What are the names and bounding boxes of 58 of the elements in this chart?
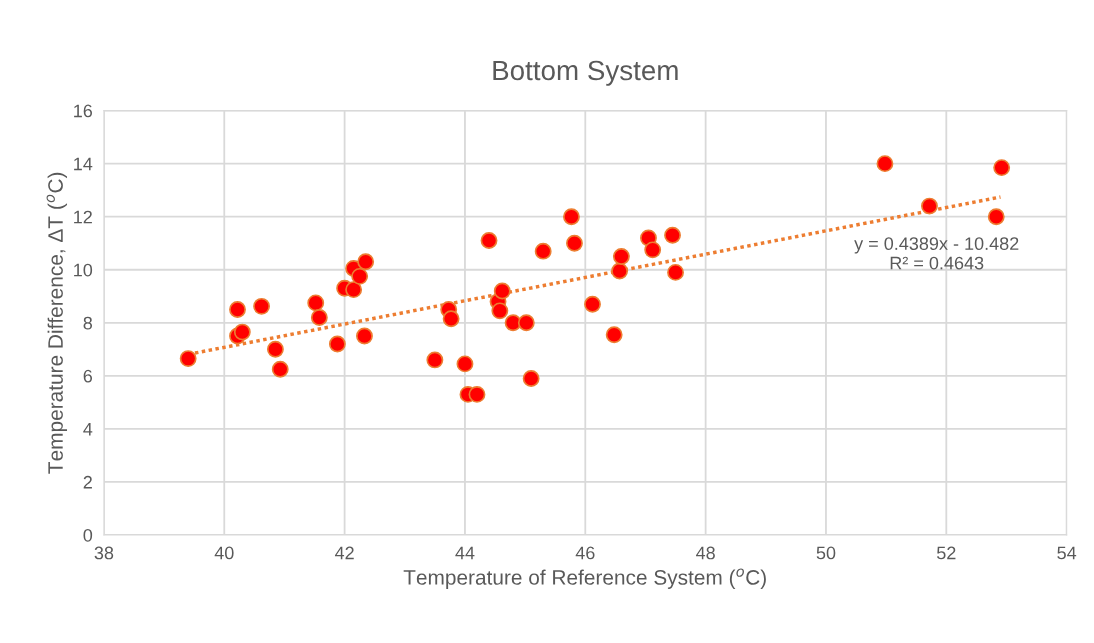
point bbox=[179, 350, 197, 368]
point bbox=[307, 294, 325, 312]
point bbox=[534, 242, 552, 260]
x-tick-label: 38 bbox=[94, 546, 114, 560]
point bbox=[522, 370, 540, 387]
point bbox=[426, 351, 444, 369]
point bbox=[493, 282, 511, 300]
y-tick-label: 12 bbox=[74, 210, 92, 224]
annotation: y = 0.4389x - 10.482 R² = 0.4643 bbox=[854, 237, 1019, 270]
x-tick-label: 46 bbox=[575, 546, 595, 560]
y-tick-label: 2 bbox=[83, 475, 92, 489]
point bbox=[328, 335, 346, 353]
point bbox=[605, 326, 623, 344]
y-tick-label: 4 bbox=[83, 423, 93, 436]
point bbox=[357, 253, 375, 271]
y-axis-title: Temperature Difference, ΔT ($^{o}$C) bbox=[46, 172, 68, 474]
point bbox=[876, 155, 894, 173]
point bbox=[456, 355, 474, 373]
point bbox=[664, 226, 681, 244]
point bbox=[566, 234, 583, 252]
x-tick-label: 40 bbox=[214, 546, 234, 560]
x-tick-label: 54 bbox=[1057, 546, 1077, 560]
y-tick-label: 16 bbox=[74, 104, 93, 118]
point bbox=[491, 302, 509, 320]
y-tick-label: 0 bbox=[83, 528, 93, 542]
x-tick-label: 42 bbox=[334, 546, 354, 560]
point bbox=[266, 340, 284, 358]
point bbox=[563, 208, 580, 226]
x-tick-label: 52 bbox=[936, 546, 956, 560]
point bbox=[442, 310, 460, 328]
x-tick-label: 48 bbox=[696, 546, 715, 560]
y-tick-label: 6 bbox=[83, 369, 93, 383]
point bbox=[921, 197, 938, 215]
point bbox=[345, 281, 363, 299]
point bbox=[233, 323, 251, 341]
x-tick-label: 44 bbox=[455, 546, 475, 560]
point bbox=[229, 301, 246, 318]
point bbox=[584, 295, 601, 313]
point bbox=[351, 267, 369, 285]
y-tick-label: 10 bbox=[74, 263, 93, 277]
point bbox=[667, 263, 684, 281]
y-tick-label: 14 bbox=[74, 157, 93, 171]
point bbox=[310, 309, 328, 326]
point bbox=[253, 297, 271, 315]
point bbox=[611, 262, 629, 280]
point bbox=[480, 232, 498, 250]
point bbox=[987, 208, 1005, 226]
point bbox=[356, 327, 373, 345]
chart-title: Bottom System bbox=[493, 60, 678, 86]
point bbox=[468, 385, 486, 403]
point bbox=[993, 159, 1011, 177]
x-axis-title: Temperature of Reference System ($^{o}$C) bbox=[403, 568, 766, 589]
point bbox=[271, 360, 289, 378]
point bbox=[612, 248, 630, 265]
y-tick-label: 8 bbox=[83, 316, 93, 330]
point bbox=[644, 241, 662, 259]
point bbox=[517, 314, 535, 332]
x-tick-label: 50 bbox=[816, 546, 836, 560]
